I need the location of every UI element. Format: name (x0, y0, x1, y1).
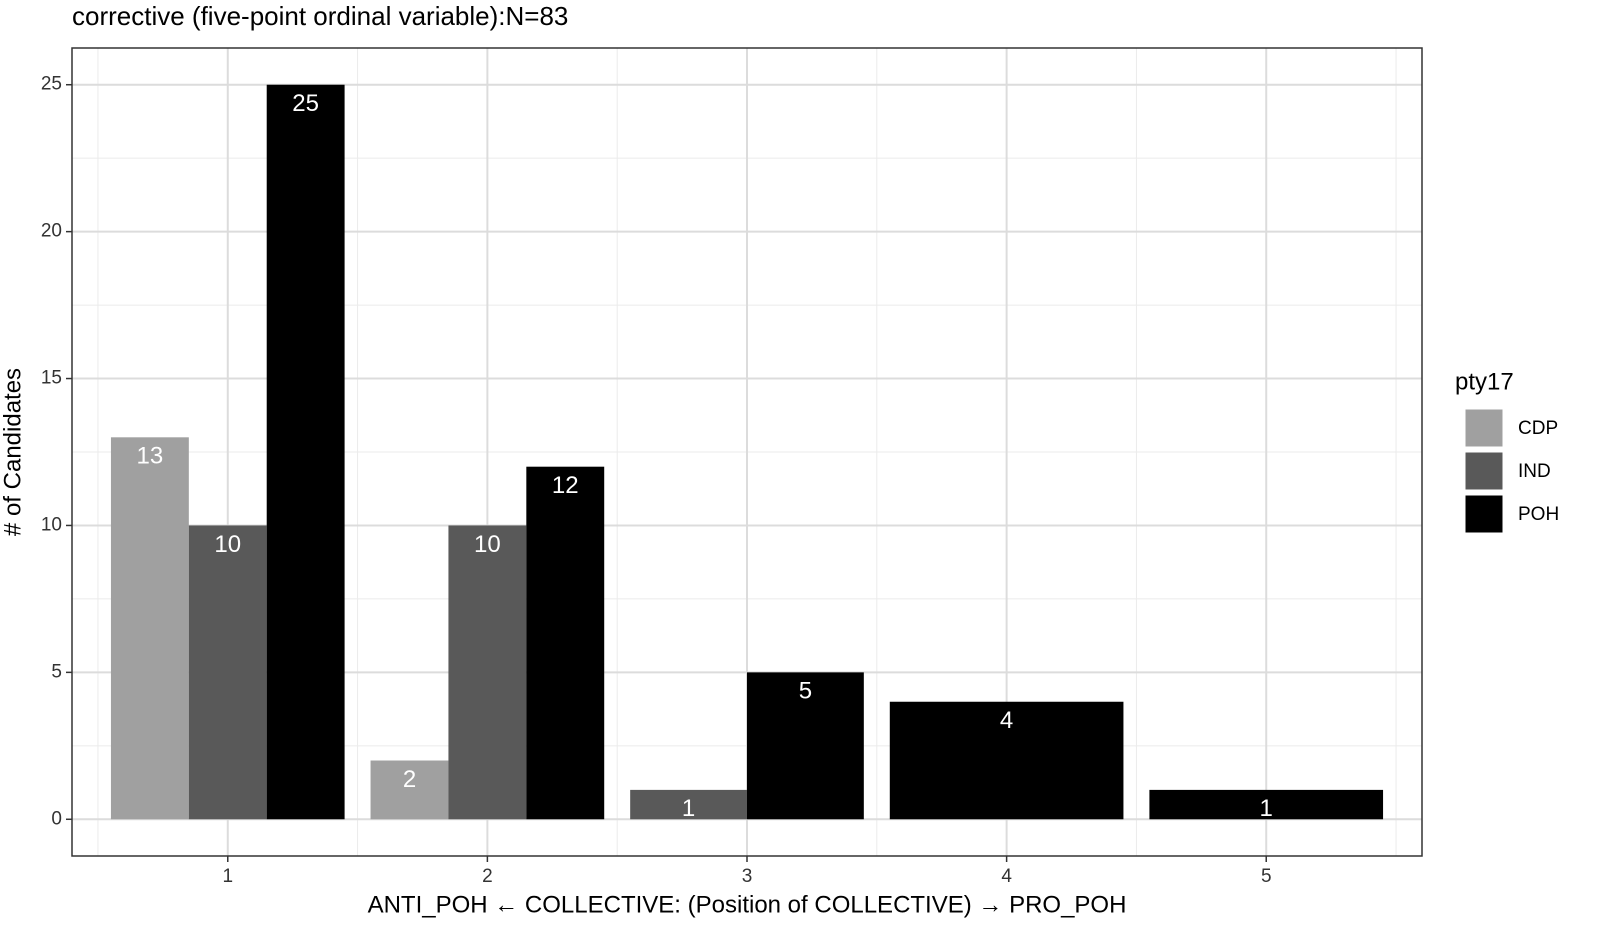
bar-value-label: 12 (552, 472, 579, 499)
bar (370, 760, 449, 820)
y-tick-label: 5 (51, 661, 62, 682)
bar (448, 525, 527, 820)
y-axis-label: # of Candidates (0, 368, 26, 536)
x-tick-label: 2 (482, 866, 493, 887)
x-tick-label: 1 (222, 866, 233, 887)
legend-label: IND (1518, 461, 1551, 482)
legend-label: CDP (1518, 418, 1558, 439)
legend-title: pty17 (1455, 368, 1514, 395)
legend-label: POH (1518, 504, 1559, 525)
bar-value-label: 13 (137, 443, 164, 470)
y-tick-label: 25 (41, 74, 62, 95)
legend-key (1464, 494, 1504, 534)
bar (747, 672, 864, 820)
plot-border (71, 47, 1423, 857)
y-tick-label: 20 (41, 221, 62, 242)
bar (889, 701, 1124, 820)
bar-value-label: 1 (682, 795, 695, 822)
bar-value-label: 10 (214, 531, 241, 558)
bar-value-label: 5 (799, 678, 812, 705)
bar (188, 525, 267, 820)
x-tick-label: 5 (1261, 866, 1272, 887)
bar-value-label: 2 (403, 766, 416, 793)
legend-key (1464, 451, 1504, 491)
bar (266, 84, 345, 820)
legend-key (1464, 408, 1504, 448)
bar-value-label: 10 (474, 531, 501, 558)
y-tick-label: 15 (41, 368, 62, 389)
x-tick-label: 4 (1001, 866, 1012, 887)
y-tick-label: 0 (51, 808, 62, 829)
bar (110, 437, 189, 820)
bar (526, 466, 605, 820)
bar-value-label: 1 (1260, 795, 1273, 822)
x-axis-label: ANTI_POH ← COLLECTIVE: (Position of COLL… (368, 891, 1127, 918)
chart-title: corrective (five-point ordinal variable)… (72, 1, 568, 31)
x-tick-label: 3 (742, 866, 753, 887)
bar (1149, 789, 1384, 820)
bar (630, 789, 747, 820)
bar-value-label: 25 (292, 90, 319, 117)
bar-value-label: 4 (1000, 707, 1013, 734)
y-tick-label: 10 (41, 514, 62, 535)
